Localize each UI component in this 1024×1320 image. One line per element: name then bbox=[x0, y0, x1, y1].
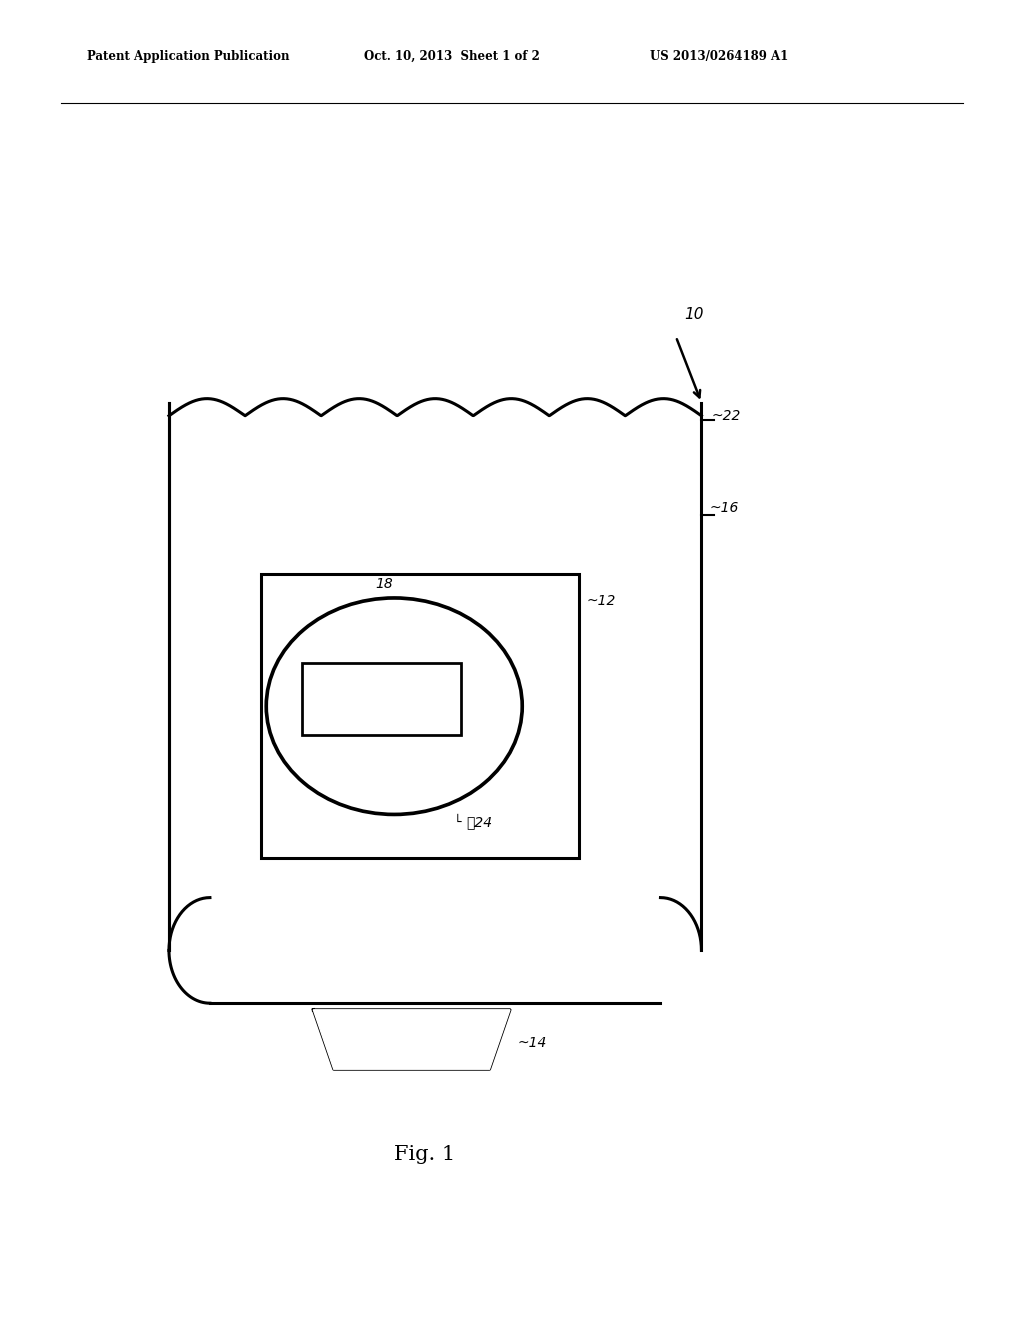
Polygon shape bbox=[313, 1010, 510, 1069]
Text: Fig. 1: Fig. 1 bbox=[394, 1146, 456, 1164]
Text: Oct. 10, 2013  Sheet 1 of 2: Oct. 10, 2013 Sheet 1 of 2 bbox=[364, 50, 540, 63]
Text: US 2013/0264189 A1: US 2013/0264189 A1 bbox=[650, 50, 788, 63]
Text: ~16: ~16 bbox=[710, 502, 739, 515]
Text: └: └ bbox=[454, 816, 461, 829]
Text: ~20: ~20 bbox=[463, 689, 493, 702]
Text: Patent Application Publication: Patent Application Publication bbox=[87, 50, 290, 63]
Bar bbox=[261, 574, 579, 858]
Text: ~14: ~14 bbox=[517, 1036, 547, 1049]
Text: ~22: ~22 bbox=[712, 409, 741, 422]
Bar bbox=[302, 663, 461, 735]
Ellipse shape bbox=[266, 598, 522, 814]
Text: 24: 24 bbox=[466, 816, 493, 829]
Text: 18: 18 bbox=[375, 577, 393, 591]
Text: ~12: ~12 bbox=[587, 594, 616, 607]
Text: 10: 10 bbox=[684, 306, 703, 322]
